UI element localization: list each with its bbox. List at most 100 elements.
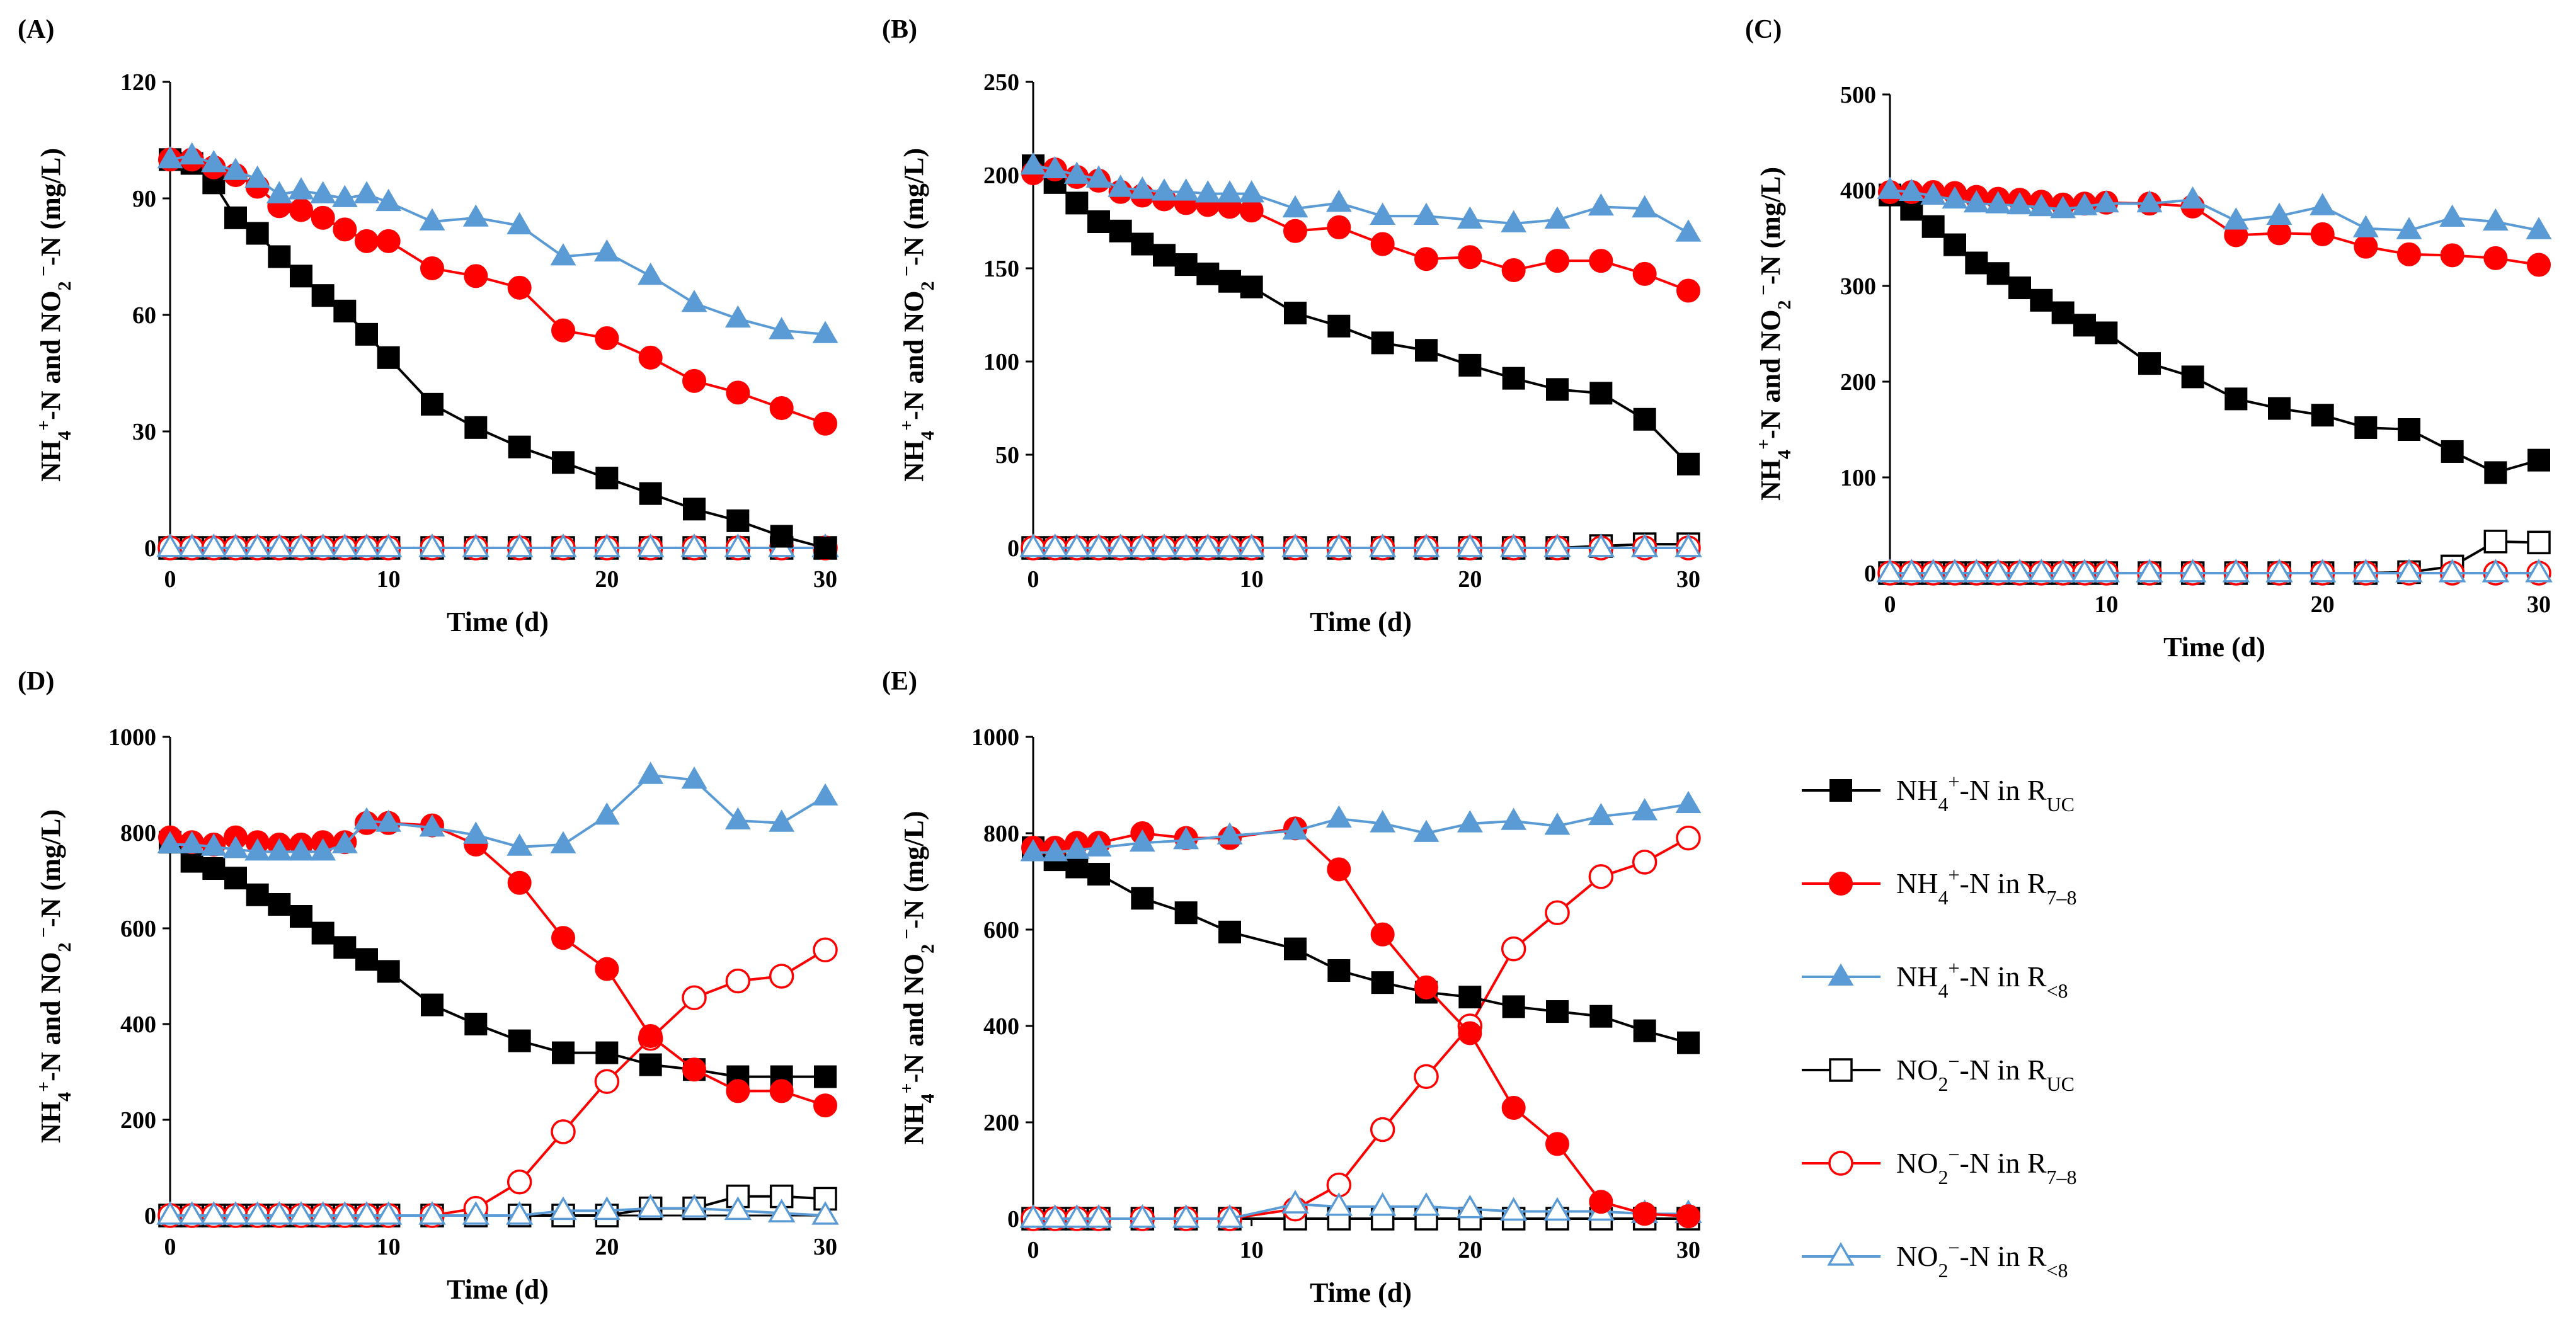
data-point (813, 411, 837, 436)
series-rlt8-nh4 (1020, 790, 1702, 862)
data-point (2267, 221, 2291, 246)
y-tick-label: 150 (983, 256, 1019, 282)
series-ruc-nh4 (159, 831, 837, 1088)
data-point (1589, 382, 1613, 405)
series-rlt8-no2 (1876, 559, 2553, 583)
data-point (353, 807, 380, 829)
chart-panel-e: (E) 0 200 400 600 800 1000 0 10 20 30 Time (d) NH4+-… (882, 667, 1702, 1308)
data-point (682, 985, 707, 1010)
data-point (1543, 1197, 1571, 1221)
data-point (1412, 533, 1440, 557)
data-point (2483, 530, 2508, 554)
data-point (1371, 971, 1394, 994)
data-point (1921, 215, 1945, 238)
data-point (2266, 202, 2293, 225)
data-point (507, 833, 533, 856)
legend-item: NO2−-N in R<8 (1802, 1236, 2068, 1282)
data-point (682, 368, 706, 393)
data-point (157, 831, 183, 853)
x-tick-label: 0 (1028, 566, 1039, 593)
y-tick-label: 200 (1840, 369, 1876, 396)
data-point (1546, 1000, 1569, 1023)
data-point (1545, 249, 1569, 273)
data-point (769, 317, 795, 339)
data-point (1368, 533, 1397, 557)
data-point (1963, 190, 1989, 213)
data-point (1131, 232, 1154, 256)
data-point (1085, 834, 1112, 857)
data-point (1499, 1197, 1528, 1221)
chart-panel-c: (C) 0 100 200 300 400 500 0 10 20 30 Time (d) NH4+-N… (1745, 15, 2553, 663)
series-line (169, 821, 826, 1107)
x-tick-label: 10 (377, 1234, 401, 1260)
data-point (2396, 217, 2422, 239)
data-point (2354, 416, 2378, 439)
data-point (638, 761, 664, 784)
data-point (1172, 1204, 1200, 1228)
data-point (243, 533, 272, 557)
data-point (683, 498, 706, 521)
data-point (1281, 1190, 1309, 1214)
y-tick-label: 200 (120, 1107, 156, 1134)
data-point (639, 1053, 662, 1076)
data-point (1128, 1204, 1157, 1228)
y-tick-label: 0 (1007, 535, 1019, 562)
data-point (1877, 176, 1903, 199)
data-point (811, 1201, 839, 1225)
data-point (1632, 195, 1658, 218)
data-point (1042, 839, 1068, 862)
y-axis-title: NH4+-N and NO2 −-N (mg/L) (896, 148, 938, 482)
data-point (1216, 180, 1243, 203)
data-point (202, 857, 226, 880)
data-point (1240, 275, 1263, 299)
data-point (1630, 533, 1659, 557)
y-tick-label: 200 (983, 162, 1019, 189)
data-point (1501, 807, 1527, 830)
data-point (462, 1201, 490, 1225)
data-point (311, 921, 335, 945)
data-point (200, 533, 228, 557)
data-point (1589, 1190, 1613, 1214)
data-point (595, 326, 619, 350)
data-point (636, 1193, 665, 1218)
data-point (726, 509, 750, 532)
series-rlt8-no2 (1019, 1190, 1702, 1228)
legend-marker (1827, 1242, 1855, 1266)
data-point (1019, 1204, 1047, 1228)
data-point (266, 181, 292, 203)
data-point (2395, 559, 2423, 583)
data-point (2310, 222, 2335, 246)
data-point (1589, 249, 1613, 273)
x-tick-label: 10 (2094, 591, 2118, 618)
data-point (1327, 215, 1351, 239)
data-point (309, 533, 337, 557)
legend-item: NH4+-N in R<8 (1802, 957, 2068, 1002)
data-point (769, 809, 795, 832)
data-point (1985, 191, 2012, 214)
data-point (2527, 448, 2550, 472)
data-point (2178, 559, 2207, 583)
data-point (680, 533, 708, 557)
data-point (1984, 559, 2012, 583)
data-point (353, 1201, 381, 1225)
data-point (1063, 836, 1090, 859)
data-point (1413, 202, 1440, 225)
series-ruc-nh4 (159, 148, 837, 559)
data-point (1415, 339, 1438, 362)
data-point (2526, 217, 2552, 239)
data-point (2030, 288, 2053, 312)
data-point (1676, 1204, 1700, 1229)
chart-panels: (A) 0 30 60 90 120 0 10 20 30 Time (d) NH4+-N and N… (18, 15, 2553, 1308)
data-point (2093, 190, 2119, 213)
legend-item: NH4+-N in RUC (1802, 770, 2075, 816)
x-axis-title: Time (d) (447, 607, 549, 637)
data-point (2028, 193, 2054, 217)
data-point (1282, 195, 1308, 218)
data-point (1543, 533, 1571, 557)
data-point (1325, 533, 1353, 557)
data-point (2095, 321, 2118, 345)
x-tick-label: 10 (1240, 1237, 1264, 1263)
data-point (355, 948, 378, 971)
data-point (2222, 559, 2250, 583)
data-point (246, 883, 269, 906)
